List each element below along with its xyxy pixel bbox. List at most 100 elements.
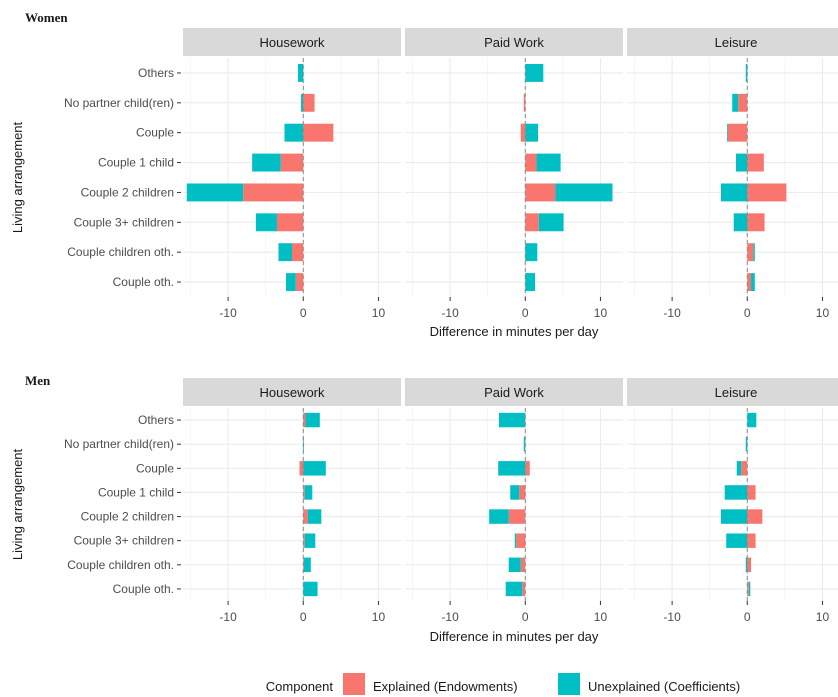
- unexplained-bar: [285, 273, 296, 292]
- facet-strip: [183, 378, 401, 406]
- category-label: Couple 2 children: [81, 185, 174, 199]
- facet-strip-label: Leisure: [715, 385, 758, 400]
- legend-title: Component: [266, 679, 334, 694]
- unexplained-bar: [498, 461, 526, 476]
- explained-bar: [747, 557, 752, 573]
- explained-bar: [747, 485, 756, 500]
- x-tick-label: 0: [744, 306, 751, 320]
- explained-bar: [276, 213, 304, 232]
- facet-strip: [405, 378, 623, 406]
- unexplained-bar: [303, 461, 326, 476]
- unexplained-bar: [301, 93, 304, 112]
- explained-bar: [747, 273, 752, 292]
- explained-bar: [523, 93, 526, 112]
- explained-bar: [516, 533, 526, 548]
- panel-background: [405, 58, 623, 297]
- unexplained-bar: [720, 509, 748, 524]
- legend-key-explained: [343, 673, 365, 695]
- explained-bar: [747, 213, 765, 232]
- category-label: Couple oth.: [113, 275, 174, 289]
- explained-bar: [508, 509, 526, 524]
- facet-strip-label: Housework: [259, 35, 325, 50]
- legend-key-unexplained: [558, 673, 580, 695]
- explained-bar: [525, 461, 530, 476]
- explained-bar: [522, 581, 526, 597]
- legend-label-unexplained: Unexplained (Coefficients): [588, 679, 740, 694]
- unexplained-bar: [732, 93, 739, 112]
- explained-bar: [525, 213, 539, 232]
- section-title: Women: [25, 10, 68, 25]
- explained-bar: [747, 533, 756, 548]
- x-tick-label: -10: [441, 610, 459, 624]
- unexplained-bar: [726, 123, 728, 142]
- explained-bar: [292, 243, 304, 262]
- explained-bar: [747, 183, 787, 202]
- x-tick-label: 0: [300, 306, 307, 320]
- x-tick-label: 10: [594, 610, 608, 624]
- explained-bar: [299, 461, 304, 476]
- explained-bar: [727, 123, 748, 142]
- category-label: Couple: [136, 461, 174, 475]
- unexplained-bar: [278, 243, 292, 262]
- unexplained-bar: [748, 581, 751, 597]
- x-tick-label: 10: [594, 306, 608, 320]
- explained-bar: [303, 93, 315, 112]
- legend-label-explained: Explained (Endowments): [373, 679, 518, 694]
- panel-background: [183, 408, 401, 601]
- unexplained-bar: [284, 123, 304, 142]
- category-label: Couple children oth.: [67, 245, 174, 259]
- x-tick-label: -10: [663, 610, 681, 624]
- x-tick-label: 10: [372, 306, 386, 320]
- category-label: Others: [138, 66, 174, 80]
- category-label: No partner child(ren): [64, 96, 174, 110]
- unexplained-bar: [736, 461, 742, 476]
- unexplained-bar: [525, 273, 536, 292]
- explained-bar: [738, 93, 748, 112]
- explained-bar: [520, 123, 526, 142]
- unexplained-bar: [745, 436, 748, 452]
- facet-strip-label: Paid Work: [484, 35, 544, 50]
- unexplained-bar: [304, 557, 311, 573]
- unexplained-bar: [525, 63, 544, 82]
- unexplained-bar: [304, 485, 313, 500]
- explained-bar: [303, 123, 334, 142]
- unexplained-bar: [751, 273, 755, 292]
- facet-strip: [627, 28, 838, 56]
- category-label: Couple 3+ children: [74, 215, 174, 229]
- explained-bar: [303, 485, 305, 500]
- x-axis-title: Difference in minutes per day: [430, 324, 599, 339]
- explained-bar: [741, 461, 748, 476]
- explained-bar: [243, 183, 304, 202]
- unexplained-bar: [525, 243, 538, 262]
- explained-bar: [280, 153, 304, 172]
- explained-bar: [525, 153, 537, 172]
- x-tick-label: 0: [744, 610, 751, 624]
- category-label: Couple 2 children: [81, 510, 174, 524]
- unexplained-bar: [726, 533, 748, 548]
- unexplained-bar: [555, 183, 613, 202]
- unexplained-bar: [508, 557, 521, 573]
- unexplained-bar: [514, 533, 517, 548]
- explained-bar: [303, 412, 306, 428]
- y-axis-title: Living arrangement: [10, 448, 25, 560]
- unexplained-bar: [736, 153, 748, 172]
- explained-bar: [747, 581, 749, 597]
- unexplained-bar: [505, 581, 523, 597]
- x-tick-label: -10: [663, 306, 681, 320]
- unexplained-bar: [305, 412, 320, 428]
- unexplained-bar: [745, 63, 748, 82]
- unexplained-bar: [747, 412, 757, 428]
- unexplained-bar: [498, 412, 526, 428]
- explained-bar: [747, 243, 754, 262]
- x-tick-label: 0: [522, 610, 529, 624]
- category-label: Couple children oth.: [67, 558, 174, 572]
- explained-bar: [747, 153, 764, 172]
- x-tick-label: 0: [522, 306, 529, 320]
- panel-background: [627, 408, 838, 601]
- x-tick-label: 10: [372, 610, 386, 624]
- x-tick-label: -10: [441, 306, 459, 320]
- unexplained-bar: [252, 153, 281, 172]
- explained-bar: [303, 533, 305, 548]
- explained-bar: [295, 273, 304, 292]
